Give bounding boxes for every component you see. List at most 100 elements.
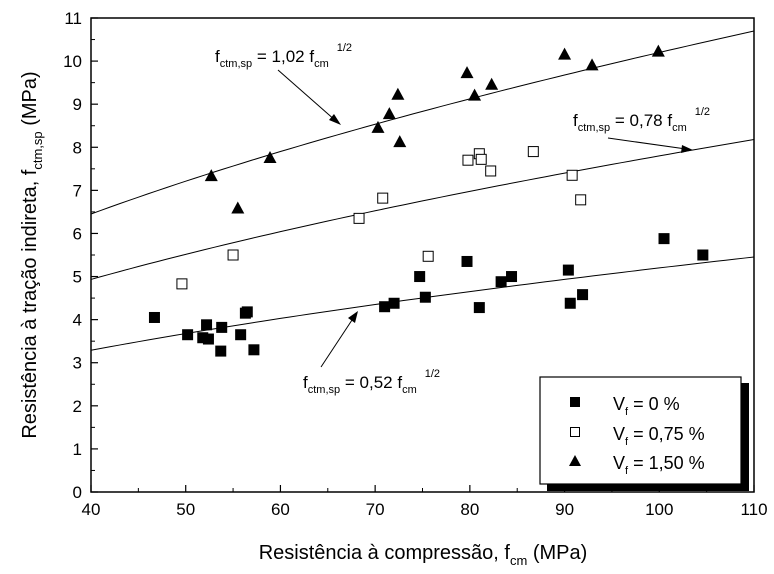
y-tick-label: 0 (73, 483, 82, 502)
fit-1-f: f (215, 47, 220, 66)
y-tick-label: 2 (73, 397, 82, 416)
fit-2-f-sub: ctm,sp (578, 122, 610, 134)
point-series-0 (379, 301, 391, 313)
point-series-0 (201, 319, 213, 331)
point-series-0 (216, 321, 228, 333)
point-series-0 (248, 344, 260, 356)
x-tick-label: 70 (366, 500, 385, 519)
fit-2-exponent: 1/2 (695, 106, 710, 118)
fit-1-arrow (277, 69, 337, 122)
x-tick-label: 60 (271, 500, 290, 519)
fit-1-eq: = 1,02 f (252, 47, 314, 66)
point-series-0 (564, 297, 576, 309)
y-axis-title: Resistência à tração indireta, fctm,sp (… (19, 71, 45, 438)
point-series-2 (391, 87, 405, 100)
point-series-0 (215, 345, 227, 357)
point-series-0 (461, 255, 473, 267)
legend-marker-filled-square (570, 397, 580, 407)
point-series-2 (393, 135, 407, 148)
point-series-1 (485, 165, 497, 177)
y-tick-label: 1 (73, 440, 82, 459)
axis-ticks: 40 50 60 70 80 90 100 110 0 1 2 3 4 5 6 7 8 9 10 11 (63, 9, 767, 519)
fit-2-arrowhead (681, 145, 693, 153)
point-series-0 (495, 276, 507, 288)
fit-3-arrowhead (348, 311, 358, 323)
point-series-0 (577, 289, 589, 301)
x-tick-label: 80 (460, 500, 479, 519)
y-tick-label: 4 (73, 311, 82, 330)
fit-1-arrowhead (329, 114, 341, 125)
point-series-0 (388, 297, 400, 309)
fit-2-arrow (607, 137, 687, 150)
point-series-2 (231, 201, 245, 214)
x-tick-label: 40 (82, 500, 101, 519)
svg-text:fctm,sp = 0,78 fcm1/2: fctm,sp = 0,78 fcm 1/2 (573, 106, 710, 134)
fit-3-f-sub: ctm,sp (308, 384, 340, 396)
point-series-0 (562, 264, 574, 276)
fit-3-f: f (303, 373, 308, 392)
point-series-0 (414, 271, 426, 283)
point-series-2 (585, 58, 599, 71)
point-series-0 (697, 249, 709, 261)
fit-3-arrow (320, 316, 355, 368)
fit-annotation-3: fctm,sp = 0,52 fcm 1/2 (303, 311, 440, 396)
y-tick-label: 7 (73, 181, 82, 200)
point-series-2 (460, 66, 474, 79)
fit-1-exponent: 1/2 (337, 42, 352, 54)
point-series-2 (651, 44, 665, 57)
point-series-0 (202, 333, 214, 345)
y-tick-label: 8 (73, 138, 82, 157)
point-series-0 (658, 233, 670, 245)
fit-2-cm-sub: cm (672, 122, 687, 134)
point-series-2 (485, 77, 499, 90)
point-series-0 (419, 291, 431, 303)
point-series-1 (353, 212, 365, 224)
x-tick-label: 50 (176, 500, 195, 519)
x-axis-title: Resistência à compressão, fcm (MPa) (259, 542, 588, 568)
x-tick-label: 100 (645, 500, 673, 519)
y-tick-label: 9 (73, 95, 82, 114)
point-series-1 (566, 169, 578, 181)
point-series-1 (475, 153, 487, 165)
point-series-1 (575, 194, 587, 206)
fit-2-f: f (573, 111, 578, 130)
point-series-0 (197, 332, 209, 344)
data-points (148, 44, 709, 357)
legend-label-0: Vf = 0 % (613, 394, 680, 418)
legend-marker-open-square (570, 427, 580, 437)
point-series-0 (235, 329, 247, 341)
svg-text:fctm,sp = 1,02 fcm1/2: fctm,sp = 1,02 fcm 1/2 (215, 42, 352, 70)
legend-label-1: Vf = 0,75 % (613, 424, 705, 448)
point-series-0 (148, 311, 160, 323)
x-tick-label: 90 (555, 500, 574, 519)
fit-annotation-2: fctm,sp = 0,78 fcm 1/2 (573, 106, 710, 153)
y-tick-label: 11 (64, 9, 82, 28)
svg-text:fctm,sp = 0,52 fcm1/2: fctm,sp = 0,52 fcm 1/2 (303, 368, 440, 396)
point-series-0 (506, 271, 518, 283)
fit-1-f-sub: ctm,sp (220, 58, 252, 70)
y-tick-label: 10 (63, 52, 82, 71)
fit-3-exponent: 1/2 (425, 368, 440, 380)
point-series-0 (241, 306, 253, 318)
fit-3-eq: = 0,52 f (340, 373, 402, 392)
point-series-1 (176, 278, 188, 290)
legend-marker-filled-triangle (569, 455, 581, 466)
y-tick-label: 5 (73, 268, 82, 287)
point-series-2 (263, 151, 277, 164)
y-tick-label: 6 (73, 224, 82, 243)
point-series-1 (462, 154, 474, 166)
point-series-1 (377, 192, 389, 204)
point-series-2 (382, 107, 396, 120)
fit-annotation-1: fctm,sp = 1,02 fcm 1/2 (215, 42, 352, 125)
point-series-2 (204, 169, 218, 182)
point-series-1 (422, 250, 434, 262)
point-series-2 (371, 120, 385, 133)
fit-2-eq: = 0,78 f (610, 111, 672, 130)
point-series-2 (468, 88, 482, 101)
fit-curve-2 (90, 138, 755, 280)
fit-1-cm-sub: cm (314, 58, 329, 70)
x-tick-label: 110 (740, 500, 767, 519)
point-series-0 (182, 329, 194, 341)
legend: Vf = 0 % Vf = 0,75 % Vf = 1,50 % (539, 376, 749, 491)
